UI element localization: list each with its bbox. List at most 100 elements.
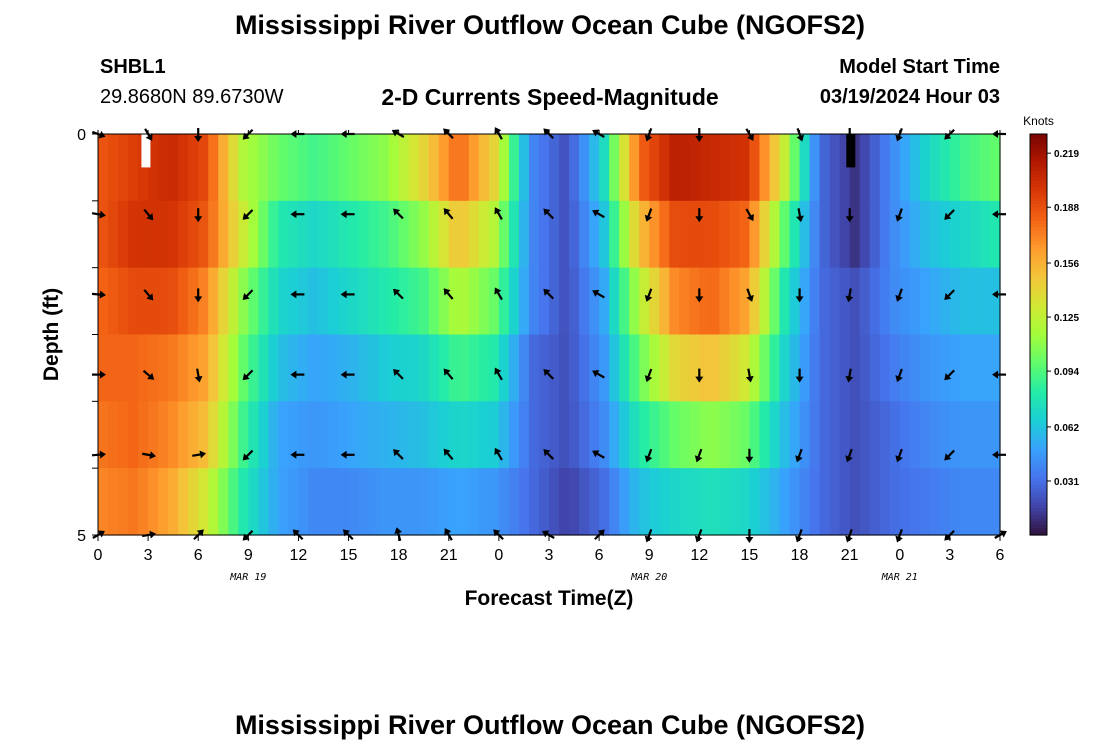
colorbar-tick-label: 0.062 [1054, 423, 1079, 434]
current-vector-arrow [745, 448, 754, 463]
heatmap-cell [609, 468, 620, 536]
heatmap-cell [338, 267, 350, 336]
colorbar-segment [1030, 294, 1047, 299]
heatmap-cell [619, 200, 630, 269]
heatmap-cell [498, 134, 510, 202]
current-vector-arrow [745, 368, 754, 383]
heatmap-cell [398, 134, 410, 202]
x-tick-label: 0 [494, 547, 503, 564]
colorbar-segment [1030, 224, 1047, 229]
heatmap-cell [368, 267, 380, 336]
colorbar-segment [1030, 147, 1047, 152]
colorbar-segment [1030, 481, 1047, 486]
colorbar-segment [1030, 177, 1047, 182]
heatmap-cell [148, 401, 159, 469]
current-vector-arrow [592, 370, 605, 379]
current-vector-arrow [543, 208, 555, 220]
heatmap-cell [819, 200, 831, 269]
heatmap-cell [118, 334, 129, 402]
heatmap-cell [739, 267, 751, 336]
heatmap-cell [178, 334, 189, 402]
colorbar-segment [1030, 160, 1047, 165]
colorbar-tick-label: 0.188 [1054, 203, 1079, 214]
colorbar-segment [1030, 234, 1047, 239]
heatmap-cell [358, 334, 370, 402]
heatmap-cell [458, 200, 470, 269]
heatmap-cell [809, 134, 821, 202]
colorbar-segment [1030, 458, 1047, 463]
colorbar-segment [1030, 271, 1047, 275]
heatmap-cell [138, 134, 149, 202]
heatmap-cell [428, 200, 440, 269]
heatmap-cell [468, 267, 480, 336]
heatmap-cell [168, 468, 179, 536]
heatmap-cell [569, 200, 580, 269]
heatmap-cell [869, 334, 881, 402]
heatmap-cell [929, 401, 941, 469]
current-vector-arrow [592, 450, 605, 459]
heatmap-cell [538, 401, 550, 469]
heatmap-cell [248, 267, 259, 336]
heatmap-cell [268, 401, 279, 469]
heatmap-cell [769, 267, 781, 336]
heatmap-cell [979, 267, 991, 336]
heatmap-cell [609, 401, 620, 469]
heatmap-cell [158, 468, 169, 536]
heatmap-cell [639, 468, 650, 536]
heatmap-cell [679, 334, 690, 402]
heatmap-cell [218, 468, 229, 536]
heatmap-cell [989, 334, 1001, 402]
heatmap-cell [498, 267, 510, 336]
heatmap-cell [368, 468, 380, 536]
heatmap-cell [929, 468, 941, 536]
heatmap-cell [218, 401, 229, 469]
heatmap-cell [879, 334, 891, 402]
heatmap-cell [268, 200, 279, 269]
heatmap-cell [108, 267, 119, 336]
heatmap-cell [609, 134, 620, 202]
heatmap-cell [178, 468, 189, 536]
heatmap-cell [759, 134, 771, 202]
heatmap-cell [408, 200, 420, 269]
heatmap-cell [979, 334, 991, 402]
heatmap-cell [829, 267, 841, 336]
heatmap-cell [228, 468, 239, 536]
heatmap-cell [839, 334, 851, 402]
colorbar-frame [1029, 133, 1048, 536]
heatmap-cell [348, 267, 360, 336]
colorbar-segment [1030, 281, 1047, 285]
colorbar-tick-label: 0.156 [1054, 259, 1079, 270]
heatmap-cell [569, 267, 580, 336]
heatmap-cell [178, 134, 189, 202]
heatmap-cell [138, 267, 149, 336]
heatmap-cell [649, 134, 660, 202]
heatmap-cell [348, 200, 360, 269]
heatmap-cell [418, 401, 430, 469]
heatmap-cell [308, 334, 320, 402]
heatmap-cell [128, 401, 139, 469]
heatmap-cell [388, 134, 400, 202]
current-vector-arrow [290, 450, 305, 459]
heatmap-cell [569, 134, 580, 202]
colorbar-segment [1030, 344, 1047, 349]
current-vector-arrow [592, 209, 605, 219]
heatmap-cell [899, 267, 911, 336]
current-vector-arrow [745, 128, 754, 141]
heatmap-cell [779, 401, 791, 469]
colorbar-segment [1030, 144, 1047, 148]
x-tick-label: 12 [690, 547, 708, 564]
heatmap-cell [388, 468, 400, 536]
heatmap-cell [98, 200, 109, 269]
heatmap-cell [268, 334, 279, 402]
colorbar-segment [1030, 381, 1047, 386]
heatmap-cell [599, 468, 610, 536]
colorbar-segment [1030, 267, 1047, 272]
heatmap-cell [308, 134, 320, 202]
heatmap-cell [418, 468, 430, 536]
heatmap-cell [158, 401, 169, 469]
current-vector-arrow [393, 288, 404, 300]
heatmap-cell [208, 468, 219, 536]
heatmap-cell [228, 200, 239, 269]
heatmap-cell [538, 468, 550, 536]
heatmap-cell [849, 468, 861, 536]
